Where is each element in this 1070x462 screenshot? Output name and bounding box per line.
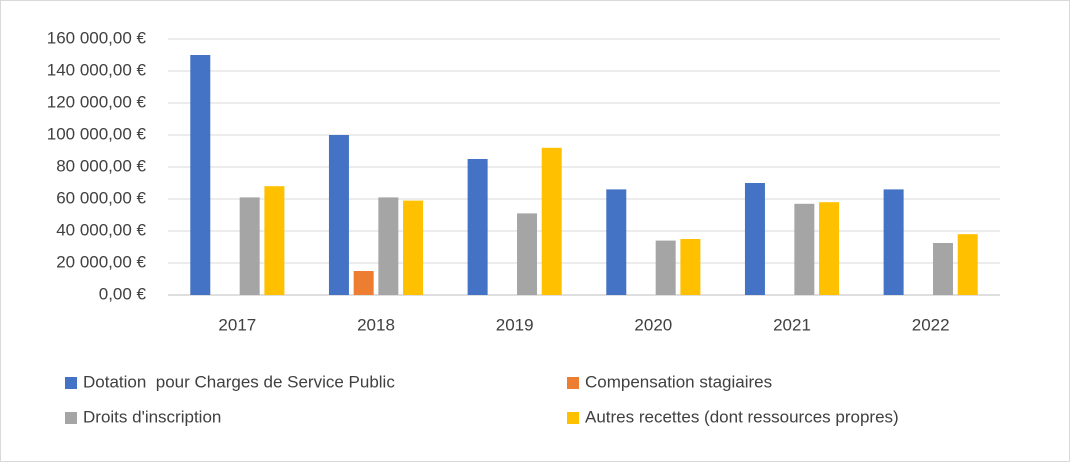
bar [403, 200, 424, 295]
y-tick-label: 20 000,00 € [56, 252, 146, 271]
bar [239, 197, 260, 295]
x-tick-label: 2018 [357, 315, 395, 334]
y-tick-label: 0,00 € [99, 284, 147, 303]
bar [517, 213, 538, 295]
bar [328, 135, 349, 295]
y-tick-label: 80 000,00 € [56, 156, 146, 175]
y-tick-label: 120 000,00 € [47, 92, 147, 111]
x-tick-label: 2017 [218, 315, 256, 334]
bar [680, 239, 701, 295]
bar [957, 234, 978, 295]
bar [794, 203, 815, 295]
x-tick-label: 2019 [496, 315, 534, 334]
bar [883, 189, 904, 295]
y-tick-label: 40 000,00 € [56, 220, 146, 239]
legend-label: Droits d'inscription [83, 407, 221, 426]
bar [264, 186, 285, 295]
bar [819, 202, 840, 295]
y-tick-label: 100 000,00 € [47, 124, 147, 143]
legend-label: Compensation stagiaires [585, 372, 772, 391]
legend-label: Dotation pour Charges de Service Public [83, 372, 395, 391]
y-tick-label: 60 000,00 € [56, 188, 146, 207]
bar [190, 55, 211, 295]
legend-swatch [65, 377, 77, 389]
legend-label: Autres recettes (dont ressources propres… [585, 407, 899, 426]
bar [933, 243, 954, 295]
bar [353, 271, 374, 295]
x-tick-label: 2020 [634, 315, 672, 334]
legend-swatch [567, 412, 579, 424]
bar [467, 159, 488, 295]
bar [541, 147, 562, 295]
legend-swatch [567, 377, 579, 389]
bar [744, 183, 765, 295]
x-tick-label: 2022 [912, 315, 950, 334]
legend-swatch [65, 412, 77, 424]
y-tick-label: 140 000,00 € [47, 60, 147, 79]
x-tick-label: 2021 [773, 315, 811, 334]
bar [655, 240, 676, 295]
bar [606, 189, 627, 295]
y-tick-label: 160 000,00 € [47, 28, 147, 47]
bar [378, 197, 399, 295]
